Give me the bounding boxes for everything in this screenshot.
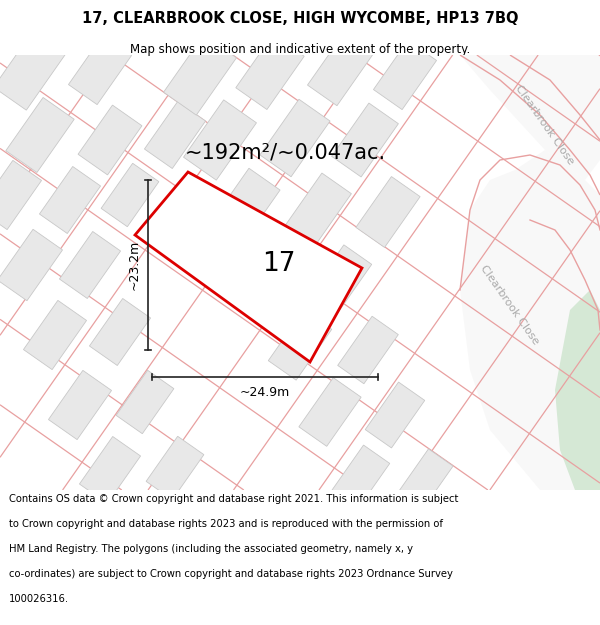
Polygon shape xyxy=(330,445,390,511)
Polygon shape xyxy=(365,382,425,448)
Text: to Crown copyright and database rights 2023 and is reproduced with the permissio: to Crown copyright and database rights 2… xyxy=(9,519,443,529)
Polygon shape xyxy=(373,41,437,109)
Polygon shape xyxy=(101,163,159,227)
Text: Clearbrook Close: Clearbrook Close xyxy=(514,84,576,166)
Polygon shape xyxy=(460,150,600,490)
Text: 100026316.: 100026316. xyxy=(9,594,69,604)
Polygon shape xyxy=(146,436,204,500)
Text: 17: 17 xyxy=(262,251,296,278)
Polygon shape xyxy=(338,316,398,384)
Polygon shape xyxy=(59,231,121,299)
Polygon shape xyxy=(268,310,332,380)
Text: ~192m²/~0.047ac.: ~192m²/~0.047ac. xyxy=(184,142,386,162)
Polygon shape xyxy=(260,99,330,177)
Polygon shape xyxy=(23,301,86,369)
Polygon shape xyxy=(164,35,236,115)
Polygon shape xyxy=(116,370,174,434)
Text: ~24.9m: ~24.9m xyxy=(240,386,290,399)
Polygon shape xyxy=(308,245,372,315)
Polygon shape xyxy=(0,229,62,301)
Polygon shape xyxy=(299,378,361,446)
Polygon shape xyxy=(184,100,256,180)
Polygon shape xyxy=(145,101,206,169)
Polygon shape xyxy=(460,55,600,180)
Polygon shape xyxy=(79,436,140,504)
Polygon shape xyxy=(6,98,74,172)
Polygon shape xyxy=(555,290,600,490)
Polygon shape xyxy=(78,105,142,175)
Polygon shape xyxy=(68,36,131,104)
Text: ~23.2m: ~23.2m xyxy=(128,240,140,290)
Text: Clearbrook Close: Clearbrook Close xyxy=(479,264,541,346)
Text: Map shows position and indicative extent of the property.: Map shows position and indicative extent… xyxy=(130,43,470,56)
Polygon shape xyxy=(49,371,112,439)
Text: HM Land Registry. The polygons (including the associated geometry, namely x, y: HM Land Registry. The polygons (includin… xyxy=(9,544,413,554)
Polygon shape xyxy=(284,173,352,247)
Polygon shape xyxy=(89,299,151,366)
Polygon shape xyxy=(397,449,453,511)
Polygon shape xyxy=(307,34,373,106)
Polygon shape xyxy=(356,177,420,248)
Polygon shape xyxy=(0,161,41,229)
Text: Contains OS data © Crown copyright and database right 2021. This information is : Contains OS data © Crown copyright and d… xyxy=(9,494,458,504)
Polygon shape xyxy=(332,103,398,177)
Polygon shape xyxy=(236,34,304,109)
Polygon shape xyxy=(40,166,101,234)
Polygon shape xyxy=(236,238,304,312)
Polygon shape xyxy=(210,168,280,246)
Text: 17, CLEARBROOK CLOSE, HIGH WYCOMBE, HP13 7BQ: 17, CLEARBROOK CLOSE, HIGH WYCOMBE, HP13… xyxy=(82,11,518,26)
Polygon shape xyxy=(0,30,67,110)
Text: co-ordinates) are subject to Crown copyright and database rights 2023 Ordnance S: co-ordinates) are subject to Crown copyr… xyxy=(9,569,453,579)
Polygon shape xyxy=(135,172,362,362)
